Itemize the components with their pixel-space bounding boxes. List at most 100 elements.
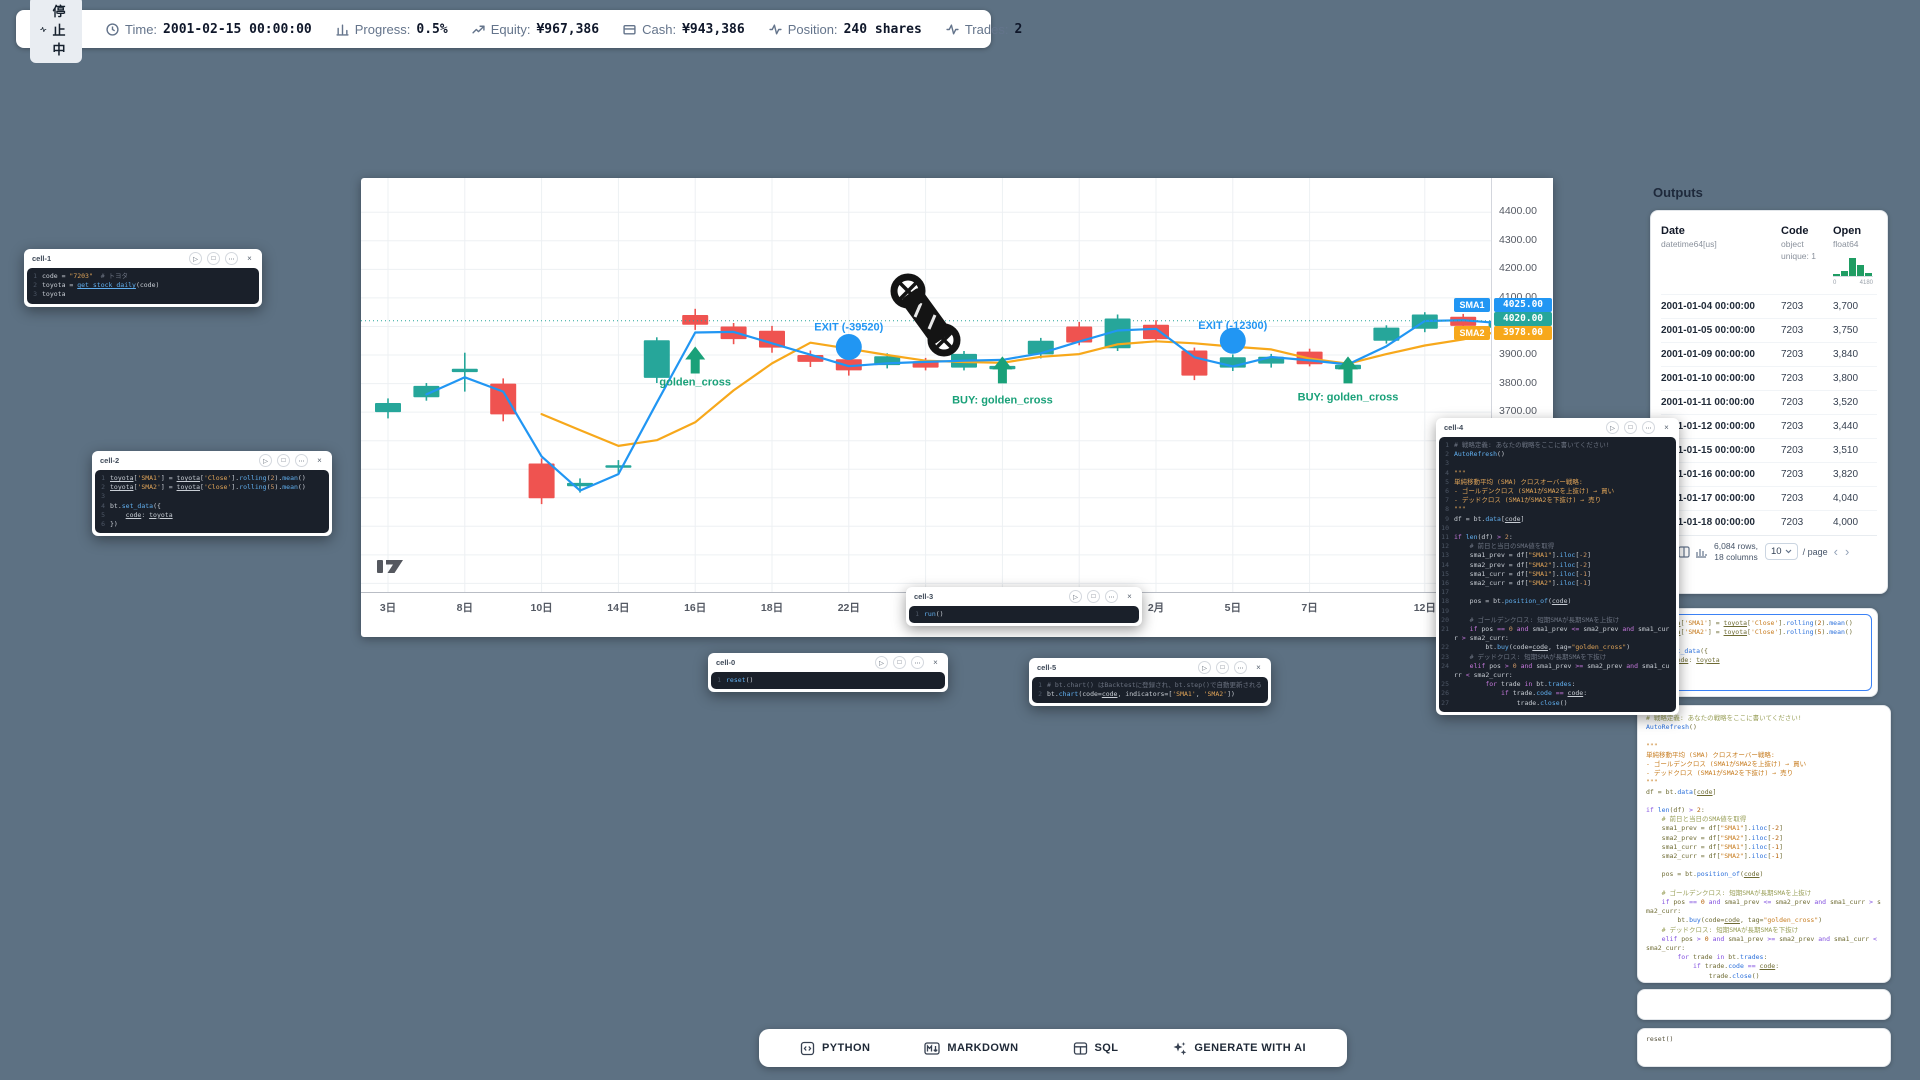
code-editor[interactable]: 1 reset() <box>711 672 945 690</box>
price-tick: 3700.00 <box>1499 405 1537 418</box>
run-cell-button[interactable]: ▷ <box>1198 661 1211 674</box>
indicator-label-badge: SMA2 <box>1454 326 1490 340</box>
code-editor[interactable]: 1 toyota['SMA1'] = toyota['Close'].rollin… <box>95 470 329 534</box>
cell-title: cell-0 <box>716 658 736 667</box>
empty-output-card <box>1637 989 1891 1020</box>
run-cell-button[interactable]: ▷ <box>189 252 202 265</box>
stop-cell-button[interactable]: □ <box>207 252 220 265</box>
close-cell-button[interactable]: × <box>1252 661 1265 674</box>
more-options-button[interactable]: ⋯ <box>1105 590 1118 603</box>
price-tick: 3900.00 <box>1499 348 1537 361</box>
cell-window-cell-4: cell-4 ▷ □ ⋯ × 1 # 戦略定義: あなたの戦略をここに書いてくださ… <box>1436 418 1679 715</box>
more-options-button[interactable]: ⋯ <box>1642 421 1655 434</box>
cell-window-cell-5: cell-5 ▷ □ ⋯ × 1 # bt.chart() はBacktestに登… <box>1029 658 1271 707</box>
table-row: 2001-01-11 00:00:00 7203 3,520 <box>1661 390 1877 414</box>
python-icon <box>800 1041 815 1055</box>
run-cell-button[interactable]: ▷ <box>1606 421 1619 434</box>
cell-title: cell-2 <box>100 456 120 465</box>
code-editor[interactable]: 1 run() <box>909 606 1139 624</box>
stop-cell-button[interactable]: □ <box>1624 421 1637 434</box>
status-position: Position: 240 shares <box>769 22 922 37</box>
time-tick: 16日 <box>684 602 707 614</box>
candlestick-chart[interactable]: golden_cross EXIT (-39520) BUY: golden_cro… <box>361 178 1491 592</box>
code-editor[interactable]: 1 # bt.chart() はBacktestに登録され、bt.step()で自… <box>1032 677 1268 704</box>
columns-view-icon[interactable] <box>1678 546 1690 558</box>
trades-icon <box>946 23 959 35</box>
cell-header[interactable]: cell-0 ▷ □ ⋯ × <box>708 653 948 671</box>
table-row: 2001-01-18 00:00:00 7203 4,000 <box>1661 510 1877 534</box>
page-size-select[interactable]: 10 <box>1765 543 1798 561</box>
clock-icon <box>106 22 119 36</box>
reset-output-card: reset() <box>1637 1028 1891 1067</box>
code-editor[interactable]: 1 code = "7203" # トヨタ 2 toyota = get_stock_… <box>27 268 259 304</box>
selected-code-output: toyota['SMA1'] = toyota['Close'].rolling… <box>1651 614 1872 691</box>
close-cell-button[interactable]: × <box>1123 590 1136 603</box>
cell-title: cell-1 <box>32 254 52 263</box>
code-editor[interactable]: 1 # 戦略定義: あなたの戦略をここに書いてください! 2 AutoRefresh(… <box>1439 437 1676 712</box>
more-options-button[interactable]: ⋯ <box>295 454 308 467</box>
close-cell-button[interactable]: × <box>929 656 942 669</box>
stop-cell-button[interactable]: □ <box>277 454 290 467</box>
table-row: 2001-01-04 00:00:00 7203 3,700 <box>1661 294 1877 318</box>
table-row: 2001-01-17 00:00:00 7203 4,040 <box>1661 486 1877 510</box>
cell-header[interactable]: cell-5 ▷ □ ⋯ × <box>1029 658 1271 676</box>
status-bar: 停止中 Time: 2001-02-15 00:00:00 Progress: … <box>16 0 1022 63</box>
generate-with-ai-button[interactable]: GENERATE WITH AI <box>1164 1035 1314 1062</box>
histogram-view-icon[interactable] <box>1695 546 1707 558</box>
svg-text:EXIT (-39520): EXIT (-39520) <box>814 322 883 334</box>
next-page-button[interactable]: › <box>1844 544 1850 560</box>
svg-text:4180: 4180 <box>1860 280 1873 285</box>
price-tick: 4400.00 <box>1499 205 1537 218</box>
stop-cell-button[interactable]: □ <box>1216 661 1229 674</box>
time-tick: 3日 <box>379 602 397 614</box>
tradingview-logo <box>377 556 405 579</box>
status-progress: Progress: 0.5% <box>336 22 448 37</box>
outputs-title: Outputs <box>1653 185 1703 200</box>
chart-panel: golden_cross EXIT (-39520) BUY: golden_cro… <box>361 178 1553 637</box>
price-badge: 3978.00 <box>1494 326 1552 340</box>
indicator-label-badge: SMA1 <box>1454 298 1490 312</box>
time-tick: 2月 <box>1147 602 1165 614</box>
more-options-button[interactable]: ⋯ <box>1234 661 1247 674</box>
progress-icon <box>336 23 349 36</box>
stop-cell-button[interactable]: □ <box>893 656 906 669</box>
close-cell-button[interactable]: × <box>313 454 326 467</box>
table-row: 2001-01-09 00:00:00 7203 3,840 <box>1661 342 1877 366</box>
close-cell-button[interactable]: × <box>243 252 256 265</box>
cash-icon <box>623 24 636 35</box>
cell-header[interactable]: cell-4 ▷ □ ⋯ × <box>1436 418 1679 436</box>
prev-page-button[interactable]: ‹ <box>1833 544 1838 560</box>
cell-header[interactable]: cell-1 ▷ □ ⋯ × <box>24 249 262 267</box>
add-sql-cell-button[interactable]: SQL <box>1065 1035 1127 1062</box>
activity-icon <box>40 26 47 32</box>
stop-cell-button[interactable]: □ <box>1087 590 1100 603</box>
cell-window-cell-0: cell-0 ▷ □ ⋯ × 1 reset() <box>708 653 948 693</box>
run-state-label: 停止中 <box>52 3 66 57</box>
status-trades: Trades: 2 <box>946 22 1022 37</box>
table-row: 2001-01-15 00:00:00 7203 3,510 <box>1661 438 1877 462</box>
time-tick: 22日 <box>837 602 860 614</box>
per-page-label: / page <box>1802 546 1828 557</box>
chevron-down-icon <box>1785 549 1792 554</box>
position-icon <box>769 23 782 35</box>
run-cell-button[interactable]: ▷ <box>875 656 888 669</box>
add-python-cell-button[interactable]: PYTHON <box>792 1035 878 1062</box>
dataframe-table: Date datetime64[us] Code object unique: 1 Ope… <box>1661 219 1877 534</box>
close-cell-button[interactable]: × <box>1660 421 1673 434</box>
price-badge: 4020.00 <box>1494 312 1552 326</box>
run-cell-button[interactable]: ▷ <box>259 454 272 467</box>
cell-header[interactable]: cell-3 ▷ □ ⋯ × <box>906 587 1142 605</box>
more-options-button[interactable]: ⋯ <box>225 252 238 265</box>
table-row: 2001-01-12 00:00:00 7203 3,440 <box>1661 414 1877 438</box>
table-footer: 6,084 rows, 18 columns 10 / page ‹ › <box>1661 535 1877 562</box>
cell-header[interactable]: cell-2 ▷ □ ⋯ × <box>92 451 332 469</box>
equity-icon <box>472 25 485 33</box>
add-markdown-cell-button[interactable]: MARKDOWN <box>916 1036 1026 1061</box>
run-cell-button[interactable]: ▷ <box>1069 590 1082 603</box>
time-tick: 8日 <box>456 602 473 614</box>
table-row: 2001-01-16 00:00:00 7203 3,820 <box>1661 462 1877 486</box>
svg-text:EXIT (-12300): EXIT (-12300) <box>1198 320 1267 332</box>
cell-window-cell-1: cell-1 ▷ □ ⋯ × 1 code = "7203" # トヨタ 2 toyo… <box>24 249 262 307</box>
status-time: Time: 2001-02-15 00:00:00 <box>106 22 312 37</box>
more-options-button[interactable]: ⋯ <box>911 656 924 669</box>
